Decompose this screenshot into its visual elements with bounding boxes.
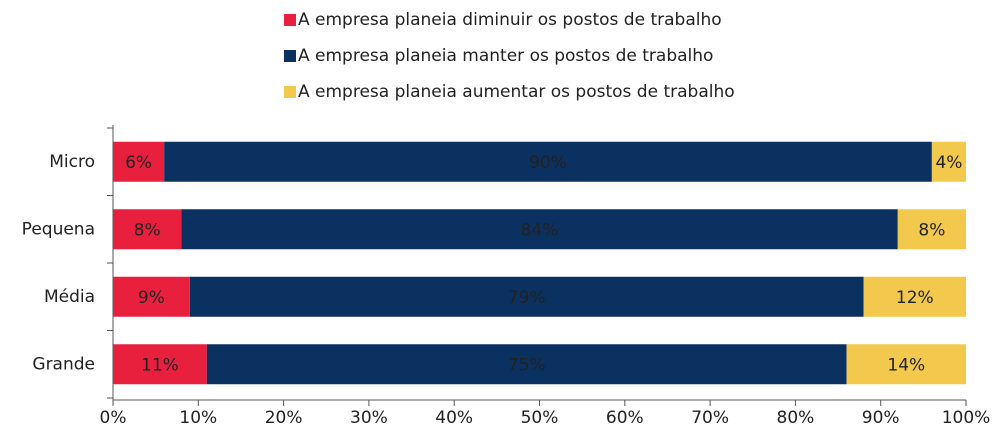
bar-segment bbox=[897, 209, 966, 250]
legend-swatch bbox=[284, 14, 296, 26]
data-label: 9% bbox=[138, 288, 165, 308]
legend-label: A empresa planeia manter os postos de tr… bbox=[298, 46, 713, 66]
x-tick-label: 50% bbox=[521, 408, 559, 428]
x-tick-label: 60% bbox=[606, 408, 644, 428]
x-tick-label: 100% bbox=[942, 408, 991, 428]
bar-segment bbox=[164, 141, 932, 182]
x-tick-label: 90% bbox=[862, 408, 900, 428]
bar-segment bbox=[113, 276, 190, 317]
bar-segment bbox=[113, 344, 207, 385]
bar-segment bbox=[206, 344, 847, 385]
data-label: 8% bbox=[918, 220, 945, 240]
x-tick-label: 80% bbox=[777, 408, 815, 428]
data-label: 14% bbox=[887, 355, 925, 375]
legend-swatch bbox=[284, 86, 296, 98]
data-label: 6% bbox=[125, 153, 152, 173]
bar-segment bbox=[931, 141, 966, 182]
bar-segment bbox=[113, 141, 165, 182]
x-tick-label: 20% bbox=[265, 408, 303, 428]
y-tick-label: Micro bbox=[49, 152, 95, 172]
legend-label: A empresa planeia diminuir os postos de … bbox=[298, 10, 722, 30]
data-label: 12% bbox=[896, 288, 934, 308]
x-tick-label: 40% bbox=[435, 408, 473, 428]
y-tick-label: Grande bbox=[32, 354, 95, 374]
x-tick-label: 0% bbox=[100, 408, 127, 428]
data-label: 75% bbox=[508, 355, 546, 375]
data-label: 8% bbox=[134, 220, 161, 240]
bar-segment bbox=[113, 209, 182, 250]
y-tick-label: Pequena bbox=[22, 219, 95, 239]
x-tick-label: 70% bbox=[691, 408, 729, 428]
data-label: 4% bbox=[935, 153, 962, 173]
bar-segment bbox=[181, 209, 898, 250]
data-label: 84% bbox=[521, 220, 559, 240]
y-tick-label: Média bbox=[44, 287, 95, 307]
bar-segment bbox=[863, 276, 966, 317]
legend-label: A empresa planeia aumentar os postos de … bbox=[298, 82, 735, 102]
x-tick-label: 10% bbox=[179, 408, 217, 428]
data-label: 79% bbox=[508, 288, 546, 308]
x-tick-label: 30% bbox=[350, 408, 388, 428]
data-label: 90% bbox=[529, 153, 567, 173]
bar-segment bbox=[189, 276, 864, 317]
bar-segment bbox=[846, 344, 966, 385]
data-label: 11% bbox=[141, 355, 179, 375]
legend-swatch bbox=[284, 50, 296, 62]
